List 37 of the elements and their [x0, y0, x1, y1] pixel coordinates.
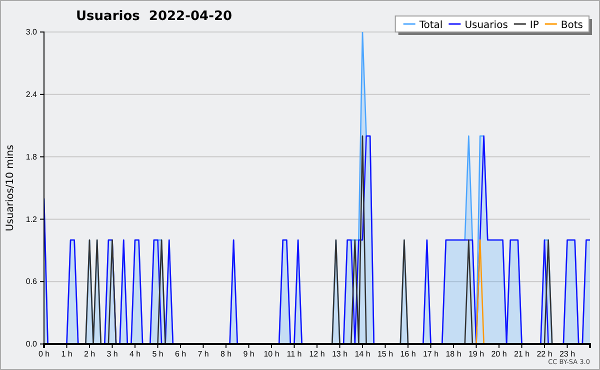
legend-label: IP	[530, 20, 539, 31]
y-tick-label: 1.2	[26, 214, 38, 224]
line-series	[44, 135, 590, 344]
x-tick-label: 13 h	[332, 350, 348, 359]
y-tick-label: 3.0	[26, 28, 38, 37]
x-tick-label: 5 h	[152, 350, 164, 359]
legend-label: Usuarios	[464, 20, 508, 31]
x-tick-label: 10 h	[264, 350, 280, 359]
x-tick-label: 20 h	[491, 350, 507, 359]
y-tick-label: 0.0	[26, 340, 38, 349]
x-tick-label: 3 h	[106, 350, 118, 359]
y-tick-label: 1.8	[26, 152, 38, 162]
x-tick-label: 22 h	[536, 350, 552, 359]
x-tick-label: 7 h	[198, 350, 209, 359]
y-tick-label: 2.4	[26, 90, 38, 99]
y-axis-title: Usuarios/10 mins	[5, 144, 16, 232]
x-tick-label: 1 h	[61, 350, 72, 359]
x-tick-label: 18 h	[446, 350, 462, 359]
x-tick-label: 15 h	[377, 350, 394, 359]
x-tick-label: 21 h	[514, 350, 530, 359]
x-tick-label: 11 h	[286, 350, 302, 359]
x-tick-label: 8 h	[220, 350, 232, 359]
x-tick-label: 9 h	[243, 350, 254, 359]
legend-label: Total	[418, 20, 443, 31]
y-tick-label: 0.6	[26, 277, 38, 286]
x-tick-label: 4 h	[129, 350, 141, 359]
x-tick-label: 14 h	[354, 350, 370, 359]
x-tick-label: 17 h	[422, 350, 439, 359]
x-tick-label: 6 h	[174, 350, 186, 359]
chart-title: Usuarios 2022-04-20	[76, 9, 232, 24]
x-tick-label: 16 h	[400, 350, 416, 359]
x-tick-label: 12 h	[309, 350, 325, 359]
x-tick-label: 2 h	[84, 350, 96, 359]
x-tick-label: 19 h	[468, 350, 484, 359]
x-tick-label: 23 h	[559, 350, 576, 359]
legend-label: Bots	[560, 20, 583, 31]
x-tick-label: 0 h	[38, 350, 50, 359]
